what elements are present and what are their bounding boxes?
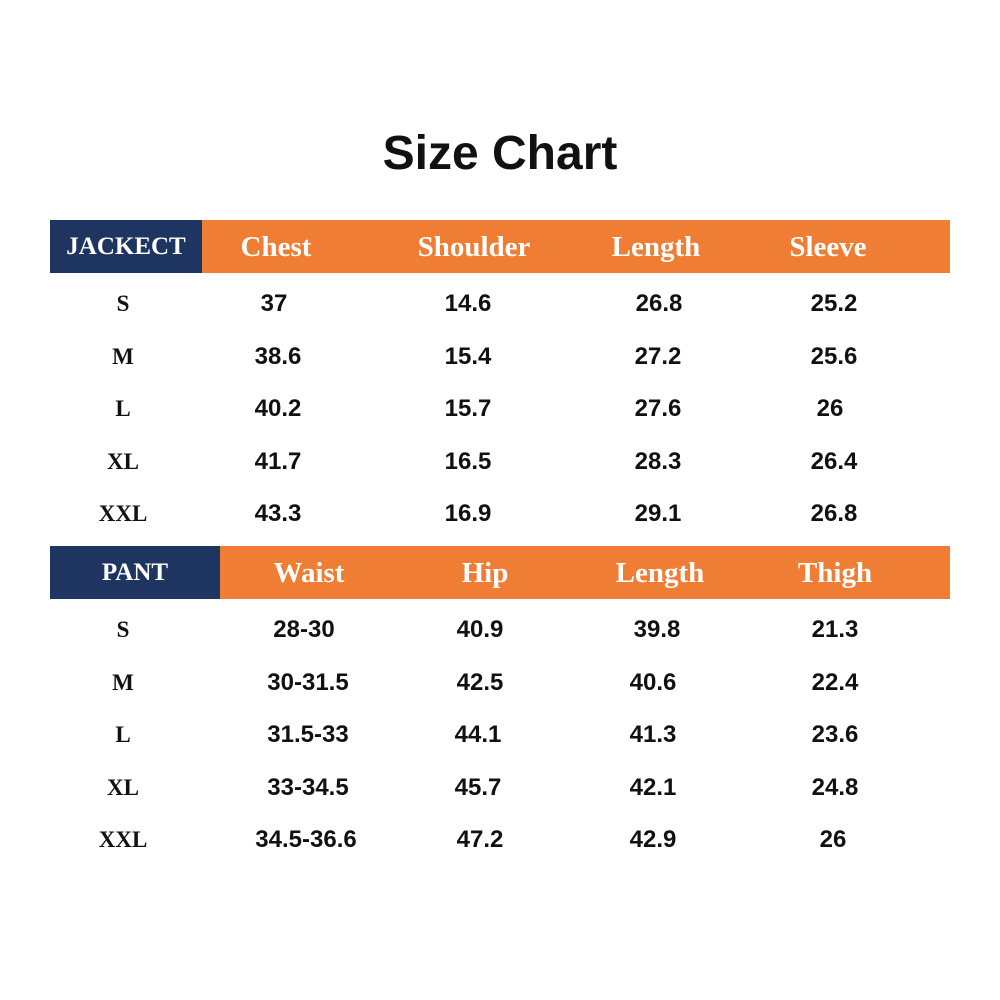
size-label: S <box>116 291 130 316</box>
size-label: M <box>112 669 134 695</box>
cell-shoulder: 16.5 <box>444 447 492 475</box>
cell-thigh: 22.4 <box>811 668 859 696</box>
cell-sleeve: 25.6 <box>810 342 858 370</box>
cell-shoulder: 15.7 <box>444 395 492 422</box>
size-label: XL <box>107 774 139 800</box>
cell-sleeve: 26 <box>816 395 844 422</box>
size-label: L <box>115 722 131 747</box>
jacket-col-sleeve: Sleeve <box>789 231 867 263</box>
cell-thigh: 23.6 <box>811 721 859 748</box>
cell-hip: 40.9 <box>456 616 504 643</box>
cell-length: 40.6 <box>629 668 677 696</box>
pant-size-table: PANT Waist Hip Length Thigh S 28-30 40.9… <box>50 546 950 867</box>
jacket-header-row: JACKECT Chest Shoulder Length Sleeve <box>50 220 950 273</box>
table-row: L 31.5-33 44.1 41.3 23.6 <box>50 709 950 762</box>
cell-sleeve: 26.8 <box>810 500 858 527</box>
cell-chest: 38.6 <box>254 342 302 370</box>
cell-chest: 41.7 <box>254 447 302 475</box>
pant-col-hip: Hip <box>461 557 509 589</box>
table-row: M 38.6 15.4 27.2 25.6 <box>50 331 950 384</box>
cell-waist: 31.5-33 <box>267 721 349 748</box>
table-row: S 37 14.6 26.8 25.2 <box>50 278 950 331</box>
table-row: S 28-30 40.9 39.8 21.3 <box>50 604 950 657</box>
cell-chest: 37 <box>260 290 288 317</box>
jacket-size-table: JACKECT Chest Shoulder Length Sleeve S 3… <box>50 220 950 541</box>
size-label: XXL <box>98 501 148 526</box>
jacket-label: JACKECT <box>50 220 202 273</box>
cell-thigh: 21.3 <box>811 616 859 643</box>
jacket-col-length: Length <box>611 231 701 263</box>
cell-hip: 44.1 <box>454 721 502 748</box>
jacket-col-chest: Chest <box>240 231 312 263</box>
cell-sleeve: 25.2 <box>810 290 858 317</box>
cell-shoulder: 16.9 <box>444 500 492 527</box>
cell-length: 42.1 <box>629 773 677 801</box>
pant-col-thigh: Thigh <box>797 557 873 589</box>
cell-length: 27.2 <box>634 342 682 370</box>
cell-waist: 30-31.5 <box>267 668 349 696</box>
cell-waist: 34.5-36.6 <box>255 826 357 853</box>
cell-length: 26.8 <box>635 290 683 317</box>
cell-hip: 45.7 <box>454 773 502 801</box>
table-row: XL 41.7 16.5 28.3 26.4 <box>50 436 950 489</box>
pant-header-row: PANT Waist Hip Length Thigh <box>50 546 950 599</box>
table-row: XXL 34.5-36.6 47.2 42.9 26 <box>50 814 950 867</box>
cell-thigh: 26 <box>819 826 847 853</box>
table-row: XXL 43.3 16.9 29.1 26.8 <box>50 488 950 541</box>
pant-col-length: Length <box>615 557 705 589</box>
cell-thigh: 24.8 <box>811 773 859 801</box>
cell-length: 42.9 <box>629 826 677 853</box>
cell-waist: 33-34.5 <box>267 773 349 801</box>
cell-chest: 43.3 <box>254 500 302 527</box>
cell-length: 39.8 <box>633 616 681 643</box>
pant-col-waist: Waist <box>273 557 345 589</box>
table-row: XL 33-34.5 45.7 42.1 24.8 <box>50 762 950 815</box>
cell-hip: 47.2 <box>456 826 504 853</box>
page-title: Size Chart <box>382 127 618 180</box>
cell-hip: 42.5 <box>456 668 504 696</box>
size-label: XXL <box>98 827 148 852</box>
cell-shoulder: 14.6 <box>444 290 492 317</box>
cell-length: 27.6 <box>634 395 682 422</box>
size-label: XL <box>107 448 139 474</box>
cell-length: 41.3 <box>629 721 677 748</box>
size-label: M <box>112 343 134 369</box>
size-label: S <box>116 617 130 642</box>
cell-sleeve: 26.4 <box>810 447 858 475</box>
cell-shoulder: 15.4 <box>444 342 492 370</box>
cell-length: 28.3 <box>634 447 682 475</box>
cell-waist: 28-30 <box>273 616 335 643</box>
jacket-col-shoulder: Shoulder <box>417 231 531 263</box>
cell-chest: 40.2 <box>254 395 302 422</box>
pant-label: PANT <box>50 546 220 599</box>
table-row: L 40.2 15.7 27.6 26 <box>50 383 950 436</box>
cell-length: 29.1 <box>634 500 682 527</box>
size-label: L <box>115 396 131 421</box>
table-row: M 30-31.5 42.5 40.6 22.4 <box>50 657 950 710</box>
